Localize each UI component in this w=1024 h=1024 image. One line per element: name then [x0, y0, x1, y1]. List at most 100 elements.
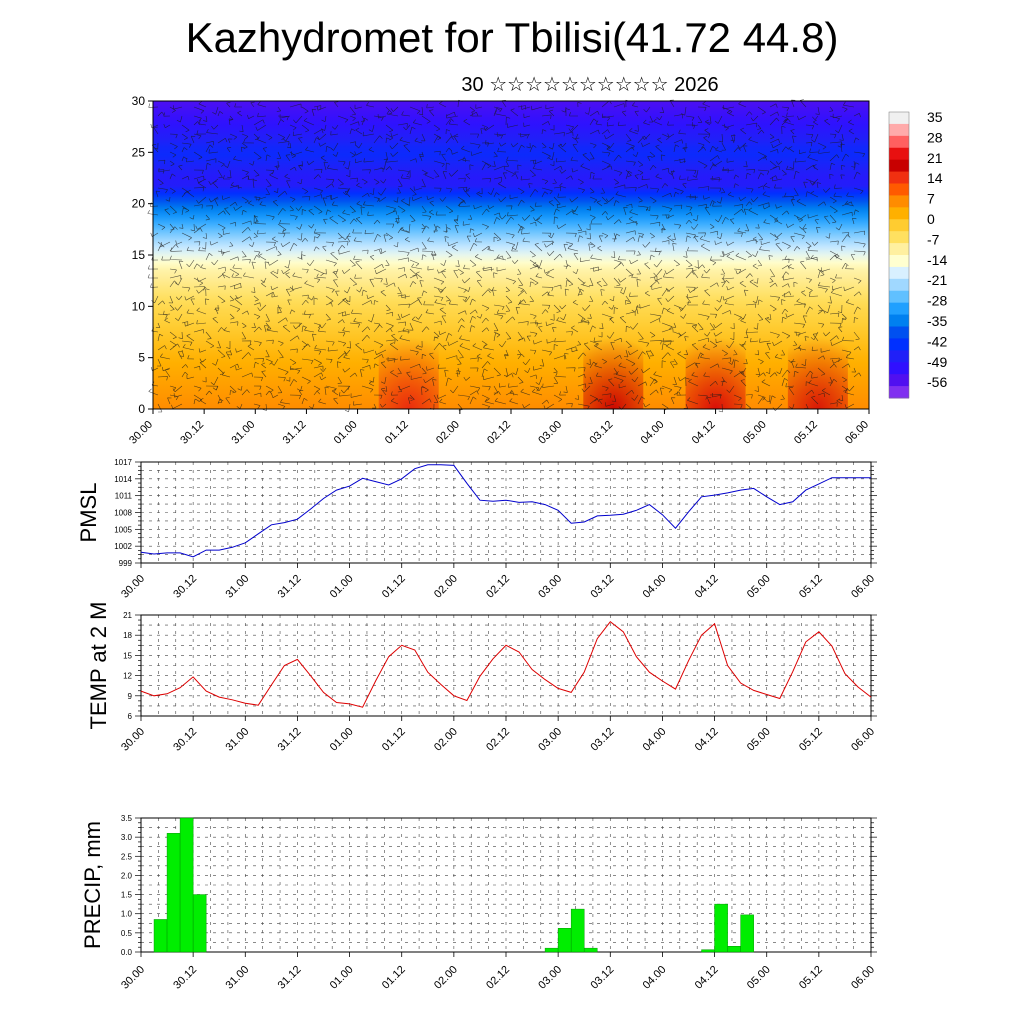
- wind-barb: [529, 205, 535, 212]
- wind-barb: [531, 105, 543, 111]
- grid: [141, 615, 871, 716]
- wind-barb: [715, 338, 723, 344]
- wind-barb: [157, 111, 165, 117]
- wind-barb: [226, 101, 231, 108]
- wind-barb: [385, 311, 393, 317]
- wind-barb: [511, 259, 519, 264]
- wind-barb: [433, 160, 445, 168]
- wind-barb: [271, 236, 279, 243]
- wind-barb: [625, 142, 635, 150]
- wind-barb: [196, 196, 207, 204]
- wind-barb: [277, 306, 282, 315]
- wind-barb: [318, 142, 327, 147]
- wind-barb: [181, 124, 190, 133]
- wind-barb: [397, 303, 410, 309]
- wind-barb: [823, 187, 831, 193]
- wind-barb: [800, 260, 807, 270]
- wind-barb: [685, 169, 697, 175]
- wind-barb: [217, 160, 225, 167]
- wind-barb: [313, 349, 322, 355]
- wind-barb: [505, 286, 510, 293]
- wind-barb: [618, 362, 627, 369]
- wind-barb: [397, 367, 402, 375]
- y-tick-label: 2.0: [121, 871, 133, 880]
- wind-barb: [559, 304, 567, 310]
- wind-barbs: [147, 99, 866, 413]
- x-tick-label: 06.00: [849, 573, 877, 601]
- wind-barb: [589, 129, 600, 135]
- wind-barb: [455, 259, 460, 267]
- wind-barb: [637, 381, 648, 387]
- wind-barb: [469, 142, 481, 149]
- wind-barb: [461, 277, 471, 284]
- wind-barb: [565, 264, 572, 270]
- wind-barb: [421, 214, 432, 220]
- x-tick-label: 30.00: [127, 419, 155, 447]
- wind-barb: [553, 304, 561, 313]
- wind-barb: [613, 154, 622, 162]
- wind-barb: [812, 115, 819, 121]
- wind-barb: [441, 153, 447, 162]
- wind-barb: [164, 369, 171, 378]
- wind-barb: [319, 376, 327, 381]
- wind-barb: [349, 106, 356, 116]
- wind-barb: [184, 295, 195, 301]
- wind-barb: [229, 295, 235, 302]
- wind-barb: [398, 385, 411, 391]
- wind-barb: [517, 299, 527, 306]
- wind-barb: [217, 285, 226, 290]
- wind-barb: [457, 295, 468, 301]
- wind-barb: [202, 376, 207, 383]
- wind-barb: [391, 333, 399, 342]
- wind-barb: [169, 133, 178, 139]
- wind-barb: [505, 169, 515, 177]
- wind-barb: [253, 250, 261, 256]
- wind-barb: [702, 344, 711, 351]
- wind-barb: [193, 241, 201, 246]
- wind-barb: [853, 151, 866, 158]
- wind-barb: [325, 209, 332, 216]
- wind-barb: [517, 376, 524, 384]
- wind-barb: [670, 170, 676, 180]
- wind-barb: [722, 295, 735, 301]
- wind-barb: [264, 325, 269, 333]
- x-tick-label: 31.12: [276, 573, 304, 601]
- wind-barb: [693, 214, 699, 222]
- wind-barb: [472, 343, 483, 351]
- warm-plume: [583, 337, 644, 409]
- wind-barb: [600, 187, 606, 194]
- wind-barb: [517, 223, 524, 231]
- wind-barb: [469, 315, 476, 324]
- wind-barb: [565, 131, 574, 136]
- wind-barb: [817, 268, 825, 277]
- wind-barb: [396, 313, 401, 320]
- x-tick-label: 04.00: [641, 726, 669, 754]
- wind-barb: [786, 223, 795, 228]
- wind-barb: [743, 331, 749, 339]
- wind-barb: [539, 358, 545, 367]
- wind-barb: [547, 291, 555, 297]
- wind-barb: [733, 147, 741, 153]
- wind-barb: [419, 153, 424, 162]
- wind-barb: [385, 322, 394, 329]
- wind-barb: [450, 385, 459, 394]
- wind-barb: [481, 162, 490, 171]
- colorbar-label: -21: [927, 272, 947, 288]
- wind-barb: [755, 223, 760, 229]
- wind-barb: [774, 217, 783, 225]
- wind-barb: [198, 101, 207, 108]
- wind-barb: [625, 340, 632, 348]
- wind-barb: [279, 219, 291, 225]
- wind-barb: [469, 111, 479, 117]
- wind-barb: [314, 228, 327, 234]
- x-tick-label: 03.00: [536, 726, 564, 754]
- wind-barb: [573, 253, 579, 261]
- wind-barb: [214, 198, 219, 207]
- cross-field: [153, 101, 869, 409]
- wind-barb: [559, 391, 567, 396]
- wind-barb: [781, 331, 791, 339]
- wind-barb: [481, 160, 492, 169]
- wind-barb: [253, 403, 261, 409]
- wind-barb: [241, 133, 249, 140]
- wind-barb: [494, 397, 507, 405]
